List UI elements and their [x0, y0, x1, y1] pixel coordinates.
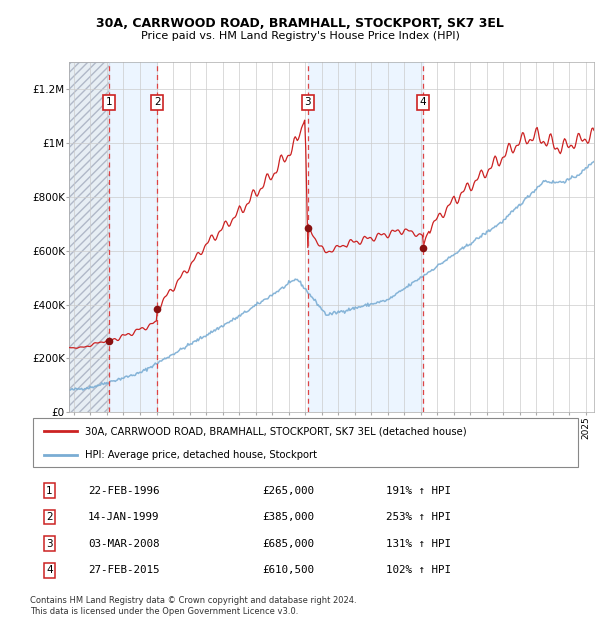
Text: 2: 2	[154, 97, 160, 107]
Text: 131% ↑ HPI: 131% ↑ HPI	[386, 539, 451, 549]
Text: £610,500: £610,500	[262, 565, 314, 575]
Text: 03-MAR-2008: 03-MAR-2008	[88, 539, 160, 549]
Text: 1: 1	[46, 485, 53, 495]
Bar	[69, 62, 109, 412]
Text: 102% ↑ HPI: 102% ↑ HPI	[386, 565, 451, 575]
Text: 27-FEB-2015: 27-FEB-2015	[88, 565, 160, 575]
Text: Price paid vs. HM Land Registry's House Price Index (HPI): Price paid vs. HM Land Registry's House …	[140, 31, 460, 41]
Text: 14-JAN-1999: 14-JAN-1999	[88, 512, 160, 522]
Text: 3: 3	[46, 539, 53, 549]
Bar	[69, 62, 109, 412]
Text: 30A, CARRWOOD ROAD, BRAMHALL, STOCKPORT, SK7 3EL: 30A, CARRWOOD ROAD, BRAMHALL, STOCKPORT,…	[96, 17, 504, 30]
Text: £685,000: £685,000	[262, 539, 314, 549]
Text: 2: 2	[46, 512, 53, 522]
Text: £265,000: £265,000	[262, 485, 314, 495]
Text: 22-FEB-1996: 22-FEB-1996	[88, 485, 160, 495]
Text: 30A, CARRWOOD ROAD, BRAMHALL, STOCKPORT, SK7 3EL (detached house): 30A, CARRWOOD ROAD, BRAMHALL, STOCKPORT,…	[85, 427, 467, 436]
FancyBboxPatch shape	[33, 418, 578, 467]
Text: £385,000: £385,000	[262, 512, 314, 522]
Text: 1: 1	[106, 97, 112, 107]
Text: 4: 4	[420, 97, 427, 107]
Bar	[109, 62, 157, 412]
Text: 253% ↑ HPI: 253% ↑ HPI	[386, 512, 451, 522]
Text: HPI: Average price, detached house, Stockport: HPI: Average price, detached house, Stoc…	[85, 450, 317, 461]
Bar	[308, 62, 423, 412]
Text: 191% ↑ HPI: 191% ↑ HPI	[386, 485, 451, 495]
Text: Contains HM Land Registry data © Crown copyright and database right 2024.
This d: Contains HM Land Registry data © Crown c…	[30, 596, 356, 616]
Text: 4: 4	[46, 565, 53, 575]
Text: 3: 3	[305, 97, 311, 107]
